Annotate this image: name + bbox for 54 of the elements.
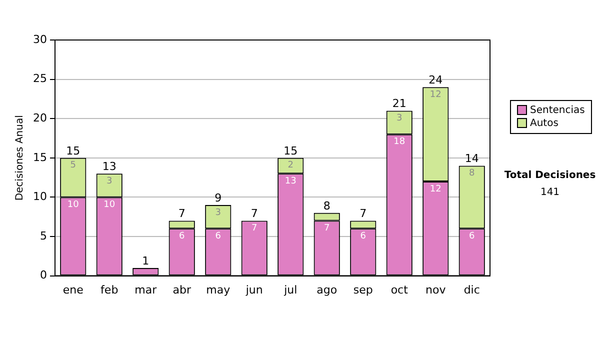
data-label: 6	[215, 231, 222, 242]
data-label: 3	[215, 208, 221, 218]
total-label: 7	[250, 207, 258, 220]
y-tick-label: 5	[40, 229, 47, 242]
total-label: 21	[392, 97, 406, 110]
x-tick-label: oct	[390, 283, 409, 296]
total-label: 13	[102, 160, 116, 173]
y-tick-label: 30	[32, 32, 47, 46]
total-label: 24	[428, 74, 443, 87]
data-label: 12	[430, 90, 442, 100]
data-label: 18	[394, 137, 406, 148]
total-label: 15	[284, 144, 298, 158]
data-label: 6	[179, 231, 186, 242]
x-tick-label: may	[206, 283, 231, 296]
legend-label: Sentencias	[529, 104, 585, 117]
x-tick-label: sep	[353, 283, 373, 296]
x-tick-label: jun	[244, 283, 263, 296]
data-label: 7	[252, 224, 258, 234]
x-tick-label: abr	[172, 283, 192, 296]
data-label: 10	[104, 200, 116, 210]
data-label: 6	[469, 231, 476, 242]
x-tick-label: ago	[316, 283, 338, 296]
data-label: 2	[288, 160, 294, 171]
x-tick-label: mar	[134, 283, 158, 296]
y-axis-title: Decisiones Anual	[14, 115, 26, 201]
total-label: 15	[66, 144, 80, 158]
data-label: 7	[324, 224, 330, 234]
y-tick-label: 15	[32, 150, 47, 164]
y-tick-label: 0	[40, 268, 47, 282]
y-tick-label: 10	[32, 190, 47, 204]
legend-label: Autos	[529, 117, 560, 130]
total-label: 8	[323, 199, 330, 212]
data-label: 6	[360, 231, 366, 242]
total-label: 1	[142, 254, 150, 268]
total-label: 14	[464, 152, 479, 166]
text: 141	[539, 187, 561, 198]
data-label: 12	[430, 184, 442, 194]
text: Total Decisiones	[503, 170, 597, 181]
x-tick-label: feb	[100, 283, 118, 296]
y-tick-label: 20	[32, 111, 47, 124]
data-label: 13	[284, 176, 296, 186]
x-tick-label: ene	[62, 283, 84, 296]
x-tick-label: jul	[283, 283, 298, 296]
total-label: 7	[178, 207, 186, 220]
total-label: 7	[360, 207, 367, 220]
data-label: 5	[70, 160, 76, 171]
data-label: 8	[469, 168, 476, 179]
x-tick-label: dic	[464, 283, 480, 296]
data-label: 3	[106, 176, 112, 186]
x-tick-label: nov	[426, 283, 446, 296]
total-label: 9	[214, 191, 222, 204]
data-label: 3	[396, 114, 402, 124]
data-label: 10	[67, 200, 80, 210]
y-tick-label: 25	[32, 72, 47, 86]
